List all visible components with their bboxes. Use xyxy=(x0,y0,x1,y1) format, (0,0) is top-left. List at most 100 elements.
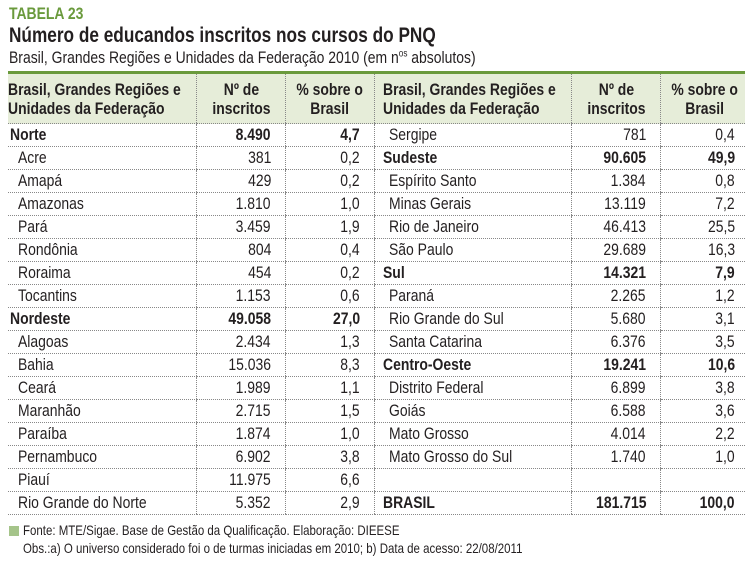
cell-name: Rio Grande do Sul xyxy=(374,307,572,331)
cell-count: 6.588 xyxy=(571,399,661,423)
table-row: Nordeste 49.058 27,0 Rio Grande do Sul 5.680… xyxy=(8,307,745,331)
state-count: 454 xyxy=(247,263,271,282)
state-count: 1.153 xyxy=(236,286,271,305)
cell-pct: 1,2 xyxy=(660,284,745,308)
state-name: Amazonas xyxy=(18,194,84,213)
cell-name: Pernambuco xyxy=(8,445,197,469)
cell-count: 381 xyxy=(196,146,286,170)
cell-count: 46.413 xyxy=(571,215,661,239)
cell-name: Distrito Federal xyxy=(374,376,572,400)
state-count: 5.680 xyxy=(611,309,646,328)
cell-count: 3.459 xyxy=(196,215,286,239)
state-name: Goiás xyxy=(389,401,426,420)
header-text: Unidades da Federação xyxy=(383,98,540,118)
state-name: Minas Gerais xyxy=(389,194,472,213)
state-pct: 3,5 xyxy=(715,332,735,351)
cell-pct: 3,8 xyxy=(660,376,745,400)
header-text: % sobre o xyxy=(671,79,739,99)
cell-pct: 7,9 xyxy=(660,261,745,285)
cell-name: Rio Grande do Norte xyxy=(8,491,197,515)
cell-name: São Paulo xyxy=(374,238,572,262)
cell-count: 29.689 xyxy=(571,238,661,262)
cell-name: BRASIL xyxy=(374,491,572,515)
cell-name: Maranhão xyxy=(8,399,197,423)
cell-pct: 3,5 xyxy=(660,330,745,354)
state-count: 2.434 xyxy=(236,332,271,351)
cell-count: 19.241 xyxy=(571,353,661,377)
table-row: Maranhão 2.715 1,5 Goiás 6.588 3,6 xyxy=(8,399,745,423)
cell-pct: 8,3 xyxy=(285,353,375,377)
state-name: Pará xyxy=(18,217,48,236)
table-footer: Fonte: MTE/Sigae. Base de Gestão da Qual… xyxy=(9,521,632,557)
state-count: 2.265 xyxy=(611,286,646,305)
state-pct: 0,6 xyxy=(340,286,360,305)
state-name: Bahia xyxy=(18,355,54,374)
header-text: Brasil, Grandes Regiões e xyxy=(8,79,181,99)
cell-pct xyxy=(660,468,745,492)
cell-count: 5.352 xyxy=(196,491,286,515)
cell-name: Sul xyxy=(374,261,572,285)
region-name: BRASIL xyxy=(383,493,435,512)
cell-name: Centro-Oeste xyxy=(374,353,572,377)
footer-source: Fonte: MTE/Sigae. Base de Gestão da Qual… xyxy=(23,522,400,538)
state-name: Sergipe xyxy=(389,125,438,144)
state-count: 29.689 xyxy=(603,240,646,259)
table-row: Alagoas 2.434 1,3 Santa Catarina 6.376 3,5 xyxy=(8,330,745,354)
cell-name: Norte xyxy=(8,123,197,147)
state-count: 11.975 xyxy=(229,470,271,489)
cell-pct: 1,0 xyxy=(285,422,375,446)
state-count: 4.014 xyxy=(611,424,646,443)
cell-count: 6.899 xyxy=(571,376,661,400)
cell-name: Ceará xyxy=(8,376,197,400)
state-name: Alagoas xyxy=(18,332,69,351)
table-row: Amazonas 1.810 1,0 Minas Gerais 13.119 7,2 xyxy=(8,192,745,216)
header-text: Unidades da Federação xyxy=(8,98,165,118)
cell-name xyxy=(374,468,572,492)
cell-name: Sergipe xyxy=(374,123,572,147)
region-count: 14.321 xyxy=(603,263,646,282)
region-pct: 4,7 xyxy=(340,125,360,144)
header-text: Nº de xyxy=(223,79,259,99)
header-text: inscritos xyxy=(211,98,271,118)
cell-count: 429 xyxy=(196,169,286,193)
cell-name: Santa Catarina xyxy=(374,330,572,354)
state-pct: 7,2 xyxy=(715,194,735,213)
state-count: 1.810 xyxy=(236,194,271,213)
cell-count: 5.680 xyxy=(571,307,661,331)
state-name: Roraima xyxy=(18,263,71,282)
table-row: Acre 381 0,2 Sudeste 90.605 49,9 xyxy=(8,146,745,170)
state-pct: 0,2 xyxy=(340,171,360,190)
table-row: Paraíba 1.874 1,0 Mato Grosso 4.014 2,2 xyxy=(8,422,745,446)
table-label: TABELA 23 xyxy=(9,4,100,24)
table-row: Piauí 11.975 6,6 xyxy=(8,468,745,492)
state-count: 781 xyxy=(622,125,646,144)
table-row: Roraima 454 0,2 Sul 14.321 7,9 xyxy=(8,261,745,285)
cell-pct: 1,0 xyxy=(285,192,375,216)
state-pct: 25,5 xyxy=(707,217,735,236)
cell-pct: 3,1 xyxy=(660,307,745,331)
state-count: 6.376 xyxy=(611,332,646,351)
region-name: Centro-Oeste xyxy=(383,355,472,374)
cell-name: Sudeste xyxy=(374,146,572,170)
table-row: Rondônia 804 0,4 São Paulo 29.689 16,3 xyxy=(8,238,745,262)
state-count: 13.119 xyxy=(604,194,646,213)
state-name: Mato Grosso xyxy=(389,424,469,443)
region-count: 90.605 xyxy=(603,148,646,167)
cell-name: Tocantins xyxy=(8,284,197,308)
cell-count: 181.715 xyxy=(571,491,661,515)
cell-count xyxy=(571,468,661,492)
state-count: 429 xyxy=(247,171,271,190)
cell-pct: 1,0 xyxy=(660,445,745,469)
cell-pct: 2,9 xyxy=(285,491,375,515)
header-pct-left: % sobre o Brasil xyxy=(285,72,375,124)
state-count: 1.740 xyxy=(611,447,646,466)
region-name: Norte xyxy=(10,125,47,144)
state-pct: 0,8 xyxy=(715,171,735,190)
header-text: % sobre o xyxy=(296,79,364,99)
state-name: Santa Catarina xyxy=(389,332,482,351)
cell-count: 15.036 xyxy=(196,353,286,377)
table-subtitle: Brasil, Grandes Regiões e Unidades da Fe… xyxy=(9,48,578,68)
state-pct: 8,3 xyxy=(340,355,360,374)
state-name: Mato Grosso do Sul xyxy=(389,447,513,466)
header-count-left: Nº de inscritos xyxy=(196,72,286,124)
